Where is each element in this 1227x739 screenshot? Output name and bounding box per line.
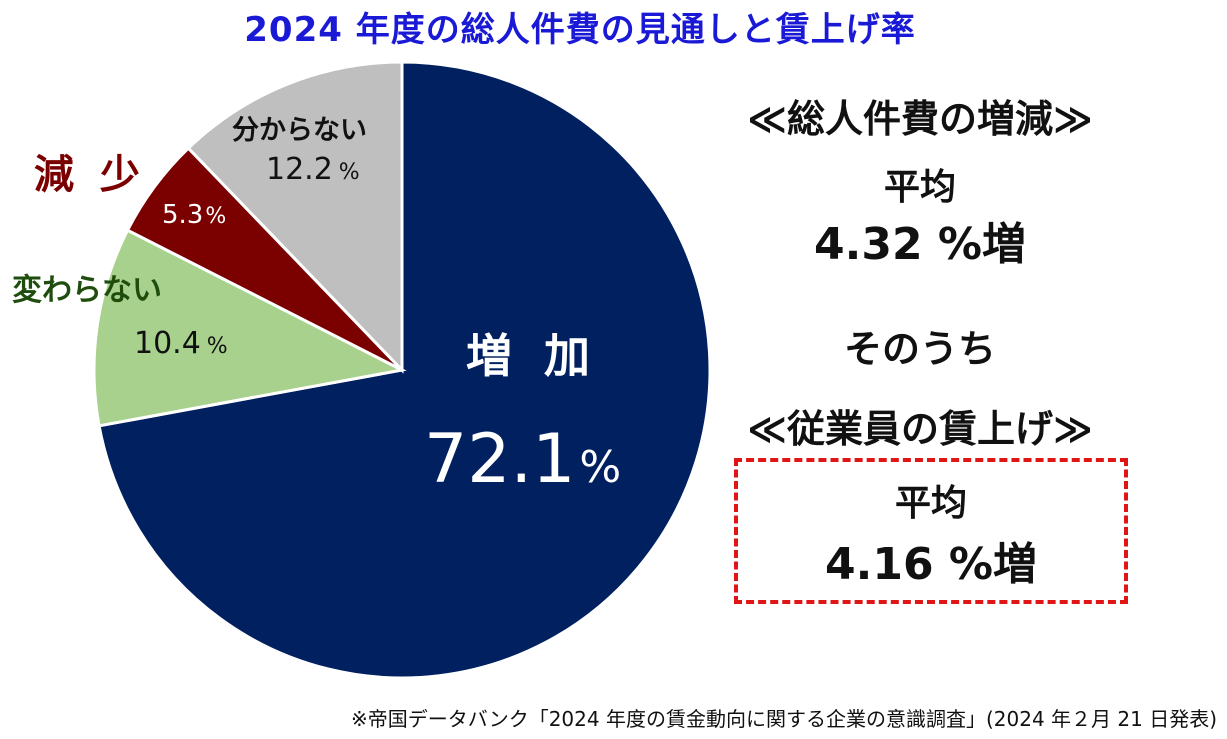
slice-value-unchanged-number: 10.4 xyxy=(134,326,201,361)
total-labor-cost-average-label: 平均 xyxy=(883,167,956,208)
source-note: ※帝国データバンク「2024 年度の賃金動向に関する企業の意識調査」(2024 … xyxy=(350,707,1217,731)
of-which-label: そのうち xyxy=(843,327,996,371)
slice-value-decrease-number: 5.3 xyxy=(162,200,204,230)
wage-increase-heading: ≪従業員の賃上げ≫ xyxy=(747,407,1093,451)
slice-value-increase-unit: % xyxy=(579,442,622,493)
slice-value-decrease: 5.3% xyxy=(162,200,226,230)
slice-label-unknown: 分からない xyxy=(232,115,367,146)
slice-value-decrease-unit: % xyxy=(205,204,227,229)
slice-label-unchanged: 変わらない xyxy=(12,273,162,308)
slice-value-unknown-number: 12.2 xyxy=(266,152,333,187)
slice-label-increase: 増 加 xyxy=(466,329,599,383)
pie-slice-unchanged xyxy=(92,228,407,428)
total-labor-cost-heading: ≪総人件費の増減≫ xyxy=(747,97,1093,141)
pie-slice-unknown xyxy=(186,60,404,374)
slice-value-unchanged: 10.4% xyxy=(134,326,228,361)
slice-value-unknown: 12.2% xyxy=(266,152,360,187)
wage-increase-highlight-box xyxy=(734,458,1128,604)
slice-value-increase: 72.1% xyxy=(424,420,621,499)
slice-value-increase-number: 72.1 xyxy=(424,420,576,499)
slice-value-unknown-unit: % xyxy=(338,160,360,185)
wage-increase-average-label: 平均 xyxy=(894,483,967,524)
total-labor-cost-average-value: 4.32 %増 xyxy=(814,219,1026,270)
slice-value-unchanged-unit: % xyxy=(206,334,228,359)
page-title: 2024 年度の総人件費の見通しと賃上げ率 xyxy=(244,10,916,50)
slice-label-decrease: 減 少 xyxy=(34,152,146,198)
wage-increase-average-value: 4.16 %増 xyxy=(825,539,1037,590)
